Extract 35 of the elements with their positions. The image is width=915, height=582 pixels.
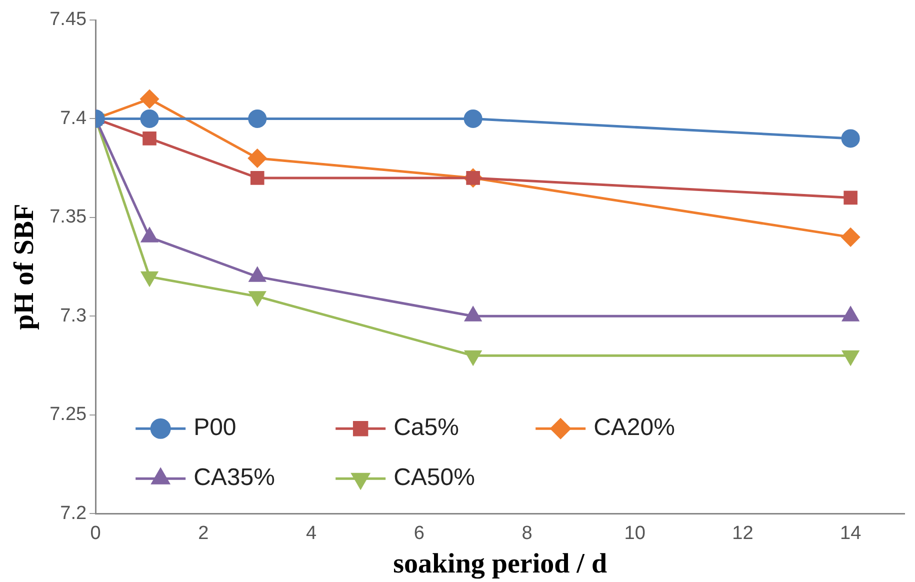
x-tick-label: 4 [306,523,318,544]
x-tick-label: 10 [624,523,646,544]
x-axis-title: soaking period / d [393,548,608,580]
point [250,171,264,185]
x-tick-label: 6 [414,523,424,544]
x-tick-label: 2 [198,523,209,544]
y-tick-label: 7.45 [50,9,87,30]
point [140,109,159,128]
x-tick-label: 0 [90,523,101,544]
point [464,350,482,365]
legend-label: CA20% [594,414,675,442]
x-tick-label: 8 [522,523,532,544]
y-axis-title: pH of SBF [9,204,40,330]
legend-label: CA50% [394,464,475,492]
y-tick-label: 7.2 [60,502,87,524]
point [464,109,482,128]
point [142,132,156,146]
point [841,129,860,148]
point [842,350,859,365]
x-tick-label: 12 [732,523,754,544]
point [844,190,858,205]
y-tick-label: 7.25 [50,404,87,426]
x-tick-label: 14 [840,523,862,544]
point [248,109,267,128]
y-tick-label: 7.35 [50,206,87,228]
legend-label: Ca5% [394,414,459,442]
point [249,291,266,306]
point [841,228,860,246]
legend-label: CA35% [194,464,275,492]
point [248,148,267,168]
point [141,271,158,286]
point [140,90,159,108]
legend-label: P00 [194,414,236,442]
y-tick-label: 7.4 [60,108,88,129]
y-tick-label: 7.3 [60,305,87,326]
